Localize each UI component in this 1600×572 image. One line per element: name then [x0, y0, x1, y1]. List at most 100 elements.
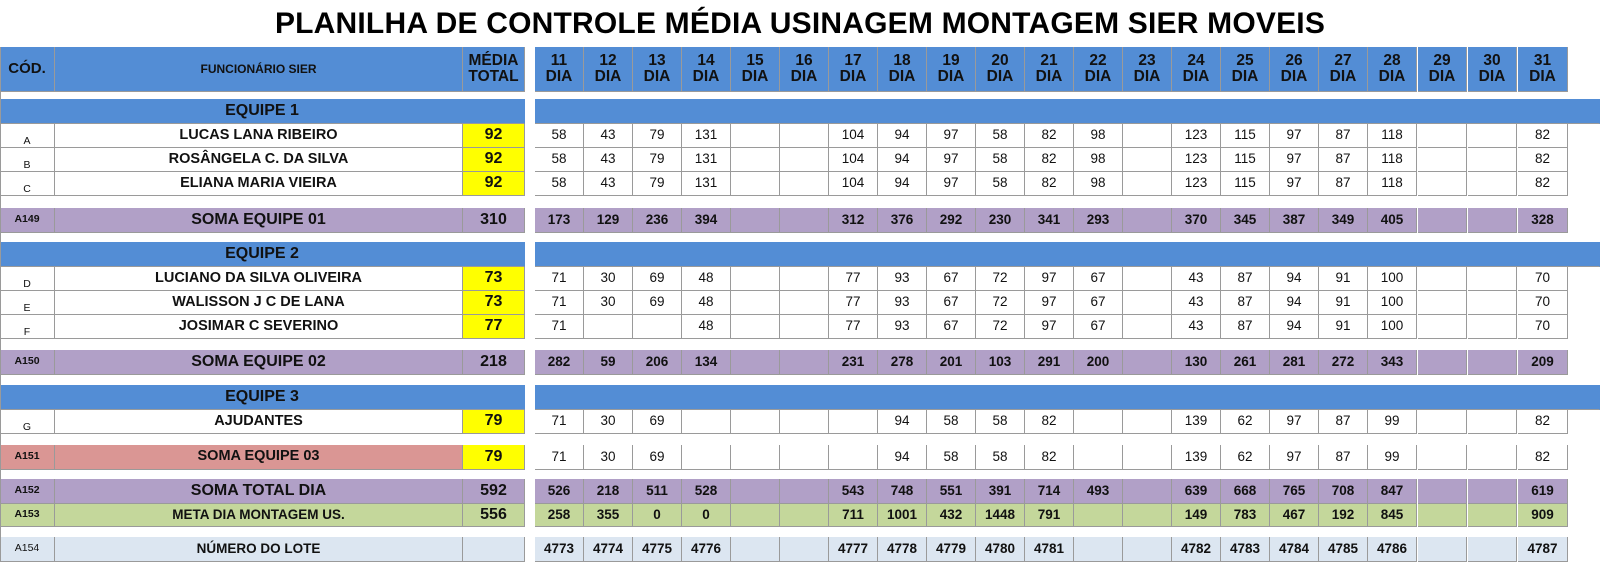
day-number: 16: [795, 51, 813, 69]
team2-sum-day-11: 282: [535, 350, 584, 375]
team1-member-3-day-25: 115: [1221, 172, 1270, 196]
team3-member-1-day-11: 71: [535, 410, 584, 434]
team3-member-1-day-14: [682, 410, 731, 434]
team1-member-3-day-21: 82: [1025, 172, 1074, 196]
team1-member-1-day-20: 58: [976, 124, 1025, 148]
day-number: 29: [1433, 51, 1451, 69]
team3-sum-day-11: 71: [535, 445, 584, 470]
team2-sum-day-31: 209: [1518, 350, 1568, 375]
meta-dia-day-12: 355: [584, 504, 633, 527]
day-label: DIA: [1280, 68, 1308, 85]
meta-dia-day-26: 467: [1270, 504, 1319, 527]
team1-sum-day-26: 387: [1270, 208, 1319, 233]
header-day-14: 14 DIA: [682, 47, 731, 92]
team2-member-1-day-31: 70: [1518, 267, 1568, 291]
team2-member-1-day-28: 100: [1368, 267, 1417, 291]
header-day-28: 28 DIA: [1368, 47, 1417, 92]
team1-member-1-day-27: 87: [1319, 124, 1368, 148]
team2-member-3-day-26: 94: [1270, 315, 1319, 339]
team1-member-3-day-23: [1123, 172, 1172, 196]
meta-dia-day-29: [1418, 504, 1467, 527]
team3-member-1-day-29: [1418, 410, 1467, 434]
team1-sum-code: A149: [0, 208, 55, 233]
team2-sum-day-25: 261: [1221, 350, 1270, 375]
soma-total-dia-day-16: [780, 479, 829, 504]
header-funcionario: FUNCIONÁRIO SIER: [55, 47, 463, 92]
lote-code: A154: [0, 537, 55, 562]
team3-sum-day-23: [1123, 445, 1172, 470]
team1-member-2-day-17: 104: [829, 148, 878, 172]
meta-dia-media: 556: [463, 504, 525, 527]
meta-dia-day-25: 783: [1221, 504, 1270, 527]
meta-dia-day-31: 909: [1518, 504, 1568, 527]
team2-member-2-media: 73: [463, 291, 525, 315]
team1-member-1-day-22: 98: [1074, 124, 1123, 148]
day-number: 13: [648, 51, 666, 69]
team2-member-3-day-18: 93: [878, 315, 927, 339]
team3-sum-day-13: 69: [633, 445, 682, 470]
team1-member-1-day-14: 131: [682, 124, 731, 148]
team1-sum-day-15: [731, 208, 780, 233]
team1-member-2-day-13: 79: [633, 148, 682, 172]
team3-member-1-day-25: 62: [1221, 410, 1270, 434]
team2-member-2-day-25: 87: [1221, 291, 1270, 315]
team2-member-3-day-29: [1418, 315, 1467, 339]
team3-sum-day-12: 30: [584, 445, 633, 470]
day-number: 15: [746, 51, 764, 69]
team2-member-1-day-14: 48: [682, 267, 731, 291]
header-day-21: 21 DIA: [1025, 47, 1074, 92]
team1-sum-day-20: 230: [976, 208, 1025, 233]
team3-member-1-day-24: 139: [1172, 410, 1221, 434]
team3-sum-day-30: [1468, 445, 1517, 470]
team1-member-3-name: ELIANA MARIA VIEIRA: [55, 172, 463, 196]
day-number: 19: [942, 51, 960, 69]
team3-member-1-day-22: [1074, 410, 1123, 434]
sheet-left-border: [0, 47, 1, 562]
meta-dia-day-19: 432: [927, 504, 976, 527]
team1-member-1-day-24: 123: [1172, 124, 1221, 148]
team2-member-3-day-22: 67: [1074, 315, 1123, 339]
soma-total-dia-code: A152: [0, 479, 55, 504]
team-band-3: [535, 385, 1600, 410]
team1-member-2-day-26: 97: [1270, 148, 1319, 172]
team1-member-3-day-16: [780, 172, 829, 196]
lote-day-11: 4773: [535, 537, 584, 562]
day-label: DIA: [1529, 68, 1556, 85]
day-number: 20: [991, 51, 1009, 69]
soma-total-dia-day-27: 708: [1319, 479, 1368, 504]
team3-sum-day-21: 82: [1025, 445, 1074, 470]
team3-member-1-day-19: 58: [927, 410, 976, 434]
meta-dia-day-15: [731, 504, 780, 527]
soma-total-dia-label: SOMA TOTAL DIA: [55, 479, 463, 504]
team1-member-1-day-16: [780, 124, 829, 148]
team2-member-1-day-27: 91: [1319, 267, 1368, 291]
team2-member-2-day-31: 70: [1518, 291, 1568, 315]
header-day-29: 29 DIA: [1418, 47, 1467, 92]
team2-member-2-day-21: 97: [1025, 291, 1074, 315]
team1-member-1-day-30: [1468, 124, 1517, 148]
soma-total-dia-day-29: [1418, 479, 1467, 504]
team1-member-3-day-29: [1418, 172, 1467, 196]
team2-sum-code: A150: [0, 350, 55, 375]
header-day-22: 22 DIA: [1074, 47, 1123, 92]
team1-sum-day-11: 173: [535, 208, 584, 233]
team2-member-2-day-27: 91: [1319, 291, 1368, 315]
team2-member-1-day-21: 97: [1025, 267, 1074, 291]
team2-member-3-day-17: 77: [829, 315, 878, 339]
team2-member-1-media: 73: [463, 267, 525, 291]
team2-sum-day-26: 281: [1270, 350, 1319, 375]
soma-total-dia-day-21: 714: [1025, 479, 1074, 504]
team2-sum-day-23: [1123, 350, 1172, 375]
team2-member-3-day-21: 97: [1025, 315, 1074, 339]
team3-member-1-day-31: 82: [1518, 410, 1568, 434]
team1-member-2-code: B: [0, 148, 55, 172]
team2-member-1-day-11: 71: [535, 267, 584, 291]
lote-media-empty: [463, 537, 525, 562]
team2-member-2-day-16: [780, 291, 829, 315]
team1-member-2-day-20: 58: [976, 148, 1025, 172]
team1-member-1-day-26: 97: [1270, 124, 1319, 148]
soma-total-dia-day-23: [1123, 479, 1172, 504]
team1-sum-day-17: 312: [829, 208, 878, 233]
lote-day-23: [1123, 537, 1172, 562]
